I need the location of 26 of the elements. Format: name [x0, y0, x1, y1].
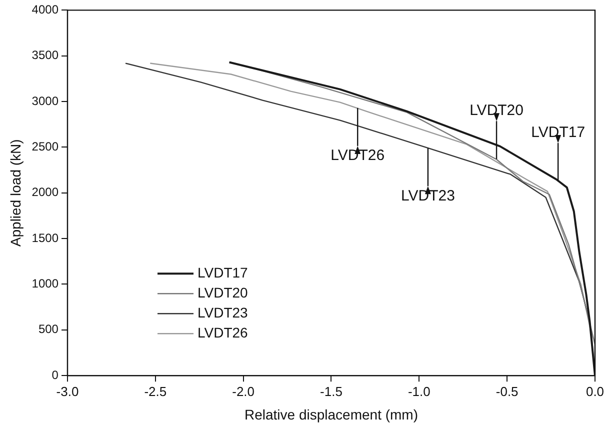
y-tick-label: 2500	[32, 140, 59, 154]
y-tick-label: 500	[38, 322, 59, 336]
x-tick-label: -1.5	[320, 384, 342, 399]
y-tick-label: 0	[52, 368, 59, 382]
x-tick-label: -3.0	[56, 384, 79, 399]
annotation: LVDT26	[330, 147, 385, 164]
legend-label: LVDT23	[197, 304, 248, 320]
annotation: LVDT23	[400, 187, 455, 204]
x-tick-label: -0.5	[496, 384, 518, 399]
y-axis-title: Applied load (kN)	[7, 139, 24, 247]
annotation: LVDT20	[470, 102, 524, 120]
y-tick-label: 1500	[32, 230, 59, 245]
y-tick-label: 4000	[32, 2, 59, 17]
annotation: LVDT17	[531, 124, 586, 142]
x-axis-title: Relative displacement (mm)	[244, 406, 418, 422]
x-tick-label: 0.0	[586, 384, 604, 399]
legend-label: LVDT17	[197, 264, 248, 280]
x-tick-label: -2.0	[232, 384, 255, 399]
y-tick-label: 2000	[32, 185, 59, 200]
y-tick-label: 3000	[32, 94, 59, 108]
x-tick-label: -1.0	[408, 384, 430, 399]
y-tick-label: 3500	[32, 48, 59, 62]
x-tick-label: -2.5	[144, 384, 167, 399]
legend-label: LVDT26	[197, 324, 248, 340]
y-tick-label: 1000	[32, 276, 59, 291]
legend-label: LVDT20	[197, 284, 248, 300]
